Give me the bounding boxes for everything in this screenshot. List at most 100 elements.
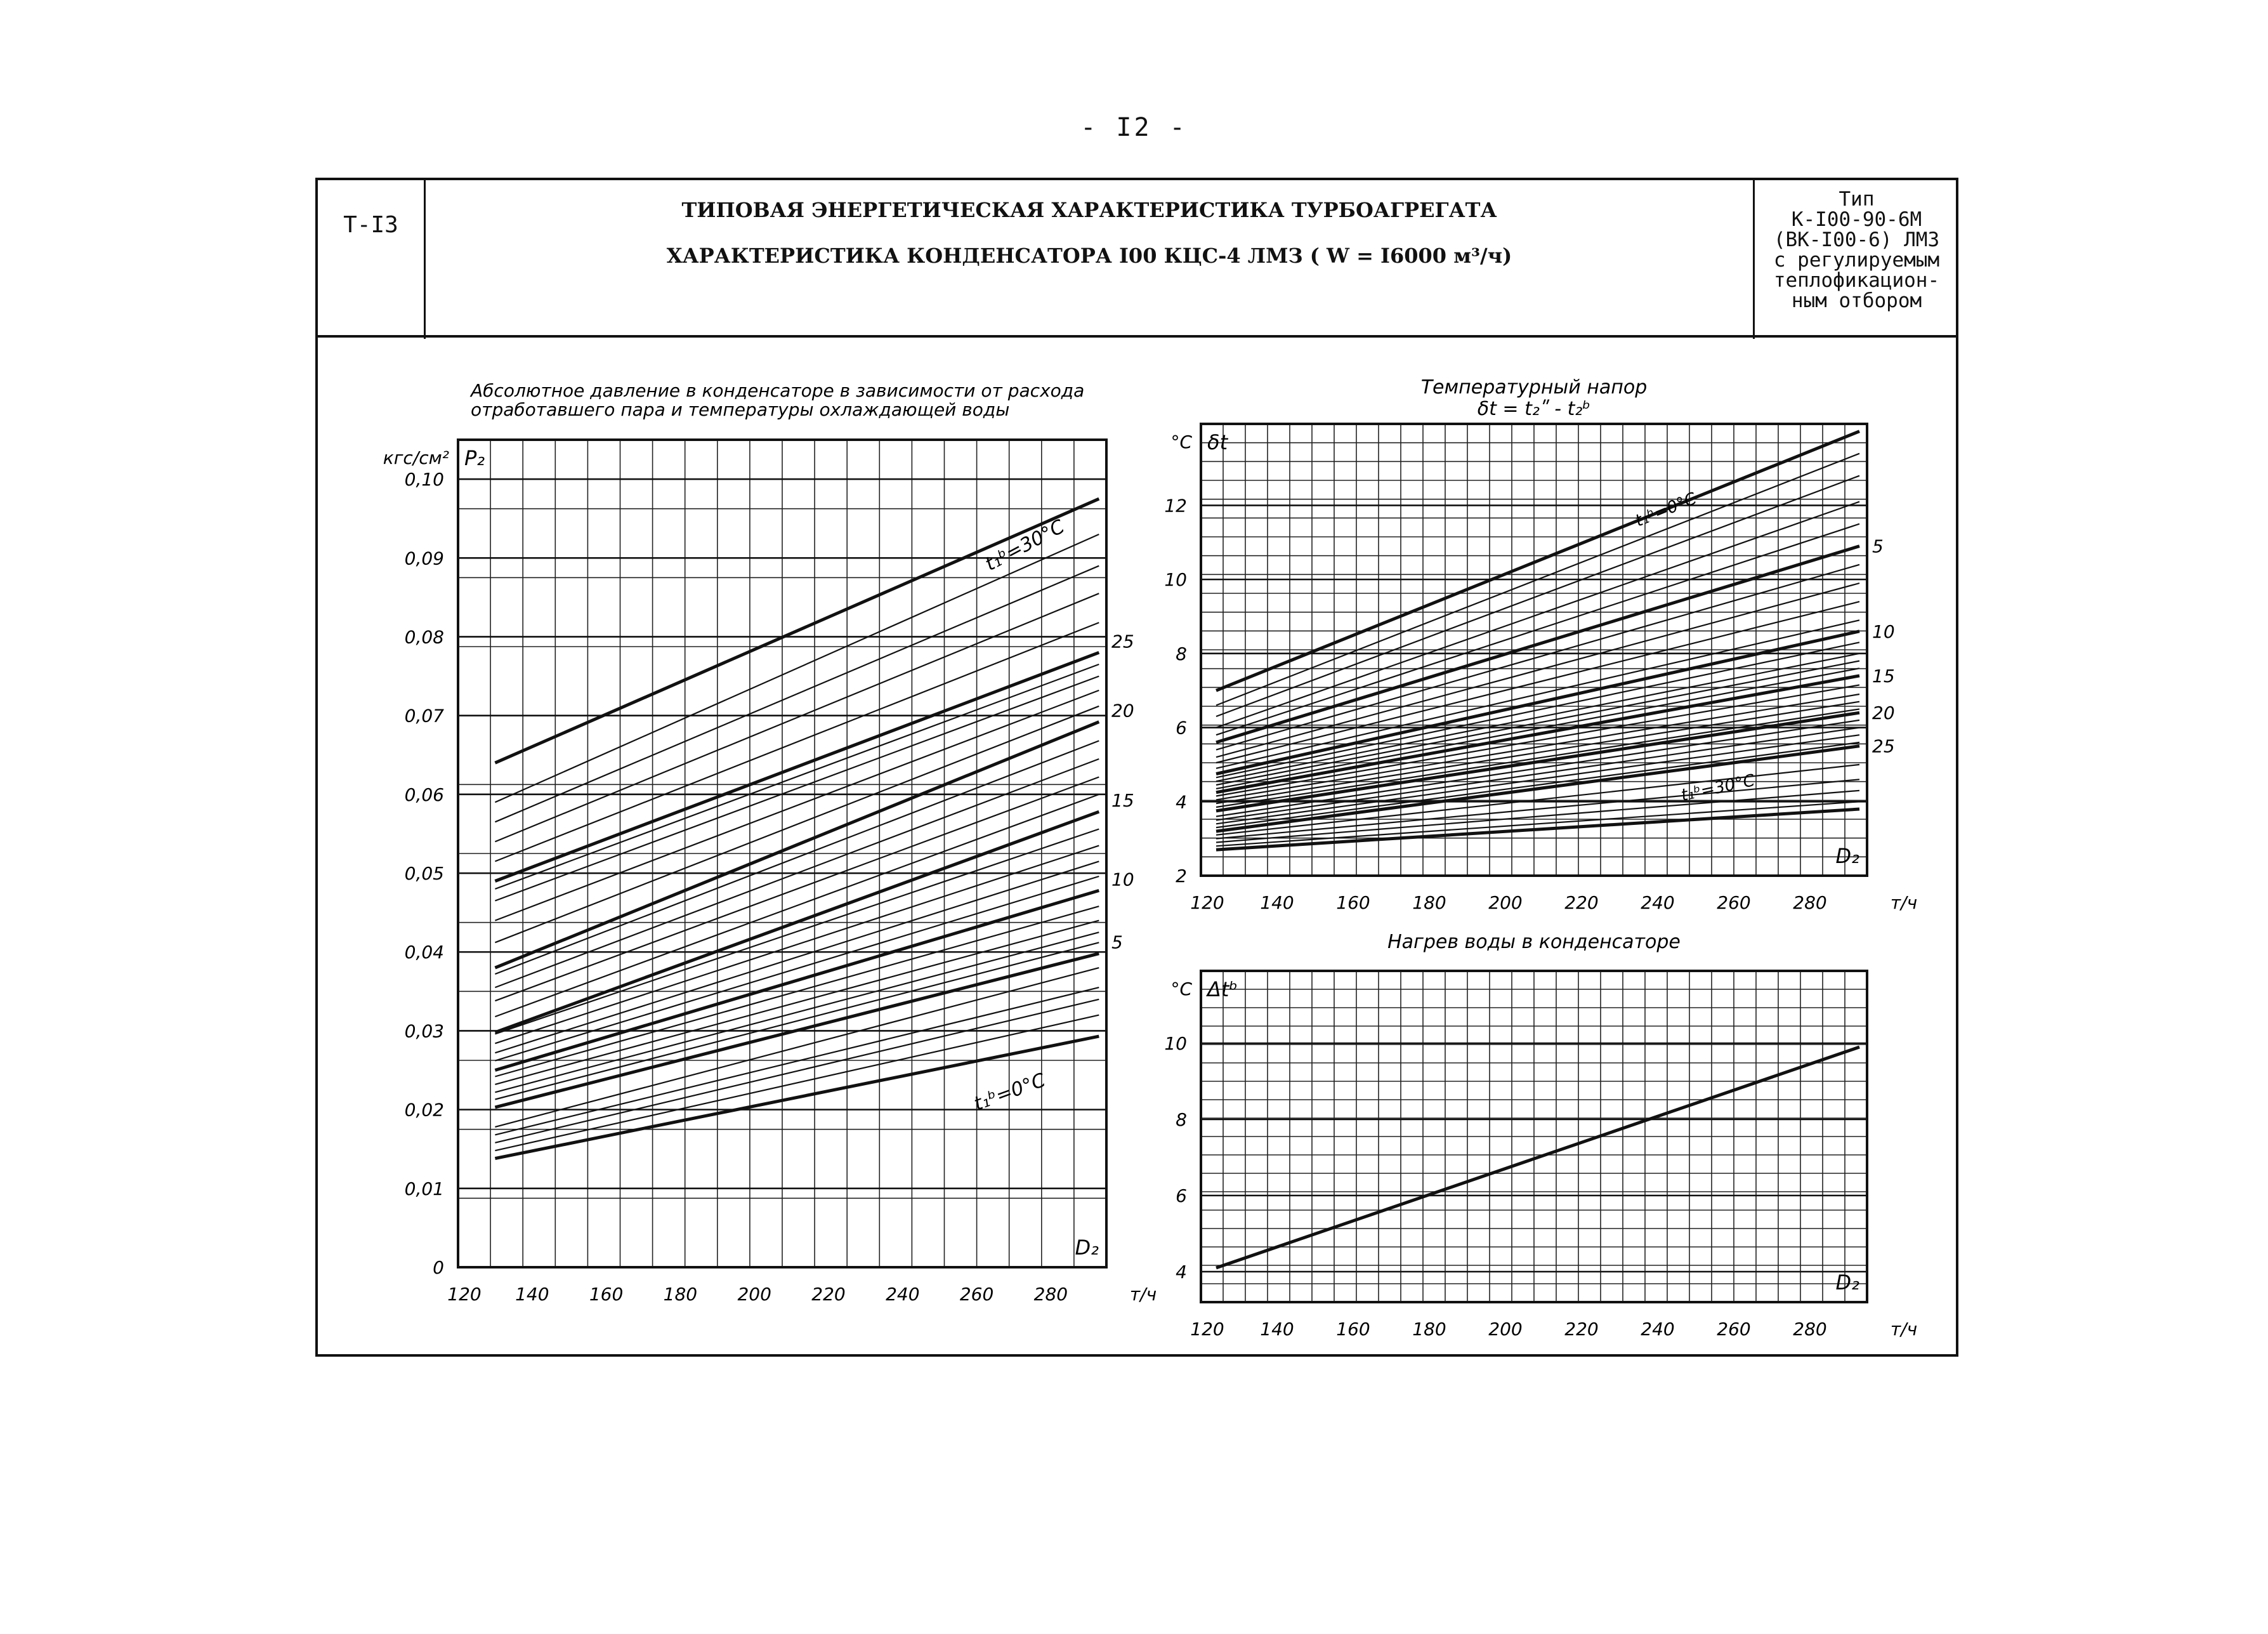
x-tick-label: 260 [960, 1284, 993, 1305]
series-line [494, 650, 1100, 883]
series-line [1216, 544, 1860, 744]
x-tick-label: 140 [1260, 1319, 1294, 1340]
series-line [495, 689, 1099, 921]
y-tick-label: 0,08 [405, 626, 444, 647]
x-unit-label: т/ч [1891, 892, 1917, 913]
y-axis-symbol: δt [1207, 430, 1229, 454]
series-line [494, 497, 1100, 765]
chart-title-line: отработавшего пара и температуры охлажда… [471, 399, 1009, 420]
plot-frame [457, 438, 1108, 1268]
title-line-1: ТИПОВАЯ ЭНЕРГЕТИЧЕСКАЯ ХАРАКТЕРИСТИКА ТУ… [681, 198, 1497, 222]
type-line: Тип [1839, 188, 1875, 211]
series-line [1216, 452, 1860, 706]
document-title: ТИПОВАЯ ЭНЕРГЕТИЧЕСКАЯ ХАРАКТЕРИСТИКА ТУ… [426, 180, 1755, 339]
series-line [495, 828, 1099, 1035]
x-tick-label: 220 [1564, 892, 1598, 913]
series-line [1216, 642, 1860, 779]
title-line-2: ХАРАКТЕРИСТИКА КОНДЕНСАТОРА I00 КЦС-4 ЛМ… [666, 244, 1512, 268]
x-tick-label: 220 [1564, 1319, 1598, 1340]
series-line [1216, 779, 1860, 840]
y-tick-label: 2 [1176, 866, 1187, 886]
y-tick-label: 0,07 [405, 706, 445, 727]
curve-label: 10 [1111, 869, 1134, 890]
curve-label: 15 [1872, 666, 1895, 687]
series-line [1216, 789, 1860, 843]
x-tick-label: 260 [1717, 892, 1750, 913]
series-line [495, 998, 1099, 1143]
x-tick-label: 240 [1641, 892, 1674, 913]
curve-label: 5 [1111, 932, 1123, 953]
curve-label: 20 [1111, 701, 1134, 721]
series-line [1216, 711, 1860, 813]
y-tick-label: 0,03 [405, 1020, 444, 1041]
type-line: с регулируемым [1773, 249, 1940, 272]
turbine-type-block: Тип К-I00-90-6М (ВК-I00-6) ЛМЗ с регулир… [1755, 180, 1958, 339]
series-line [494, 565, 1099, 823]
series-line [1216, 801, 1860, 847]
y-tick-label: 4 [1176, 791, 1187, 812]
chart-title: Температурный напор [1421, 376, 1648, 399]
x-tick-label: 120 [1190, 1319, 1224, 1340]
x-unit-label: т/ч [1891, 1319, 1917, 1340]
x-tick-label: 240 [1641, 1319, 1674, 1340]
series-line [495, 793, 1099, 1018]
y-tick-label: 6 [1176, 1185, 1187, 1206]
x-axis-symbol: D₂ [1836, 1270, 1860, 1295]
series-line [1216, 430, 1860, 692]
series-line [494, 720, 1100, 970]
page-number: - I2 - [1080, 113, 1188, 142]
series-line [495, 675, 1099, 902]
sheet-code: Т-I3 [318, 180, 426, 339]
y-tick-label: 0,01 [405, 1178, 444, 1199]
x-tick-label: 180 [1412, 1319, 1446, 1340]
curve-label: 25 [1872, 736, 1895, 757]
series-line [1216, 684, 1860, 797]
series-line [494, 810, 1100, 1034]
series-line [1216, 763, 1860, 836]
x-tick-label: 160 [589, 1284, 623, 1305]
x-tick-label: 280 [1793, 1319, 1826, 1340]
y-tick-label: 10 [1164, 569, 1187, 590]
x-tick-label: 180 [664, 1284, 697, 1305]
curve-label: 5 [1872, 536, 1884, 557]
x-tick-label: 200 [1488, 892, 1522, 913]
series-line [1216, 708, 1860, 808]
series-line [1216, 741, 1860, 829]
series-line [494, 889, 1100, 1072]
x-tick-label: 200 [737, 1284, 771, 1305]
y-tick-label: 6 [1176, 718, 1187, 739]
series-line [495, 987, 1099, 1136]
series-line [495, 758, 1099, 989]
y-tick-label: 8 [1176, 1109, 1187, 1130]
x-axis-symbol: D₂ [1075, 1235, 1099, 1260]
series-line [494, 705, 1099, 944]
x-tick-label: 220 [811, 1284, 845, 1305]
type-line: (ВК-I00-6) ЛМЗ [1773, 228, 1940, 251]
x-tick-label: 280 [1793, 892, 1826, 913]
series-line [1216, 501, 1860, 728]
series-line [1216, 701, 1860, 805]
y-axis-symbol: Δtᵇ [1205, 977, 1238, 1001]
x-tick-label: 140 [515, 1284, 549, 1305]
series-line [1216, 660, 1860, 786]
y-unit-label: кгс/см² [383, 447, 449, 468]
series-line [495, 906, 1099, 1077]
y-tick-label: 4 [1176, 1262, 1187, 1282]
x-tick-label: 120 [1190, 892, 1224, 913]
series-line [1216, 601, 1860, 764]
y-tick-label: 0,05 [405, 863, 444, 884]
series-line [1216, 744, 1860, 833]
series-line [495, 919, 1099, 1085]
y-unit-label: °C [1170, 978, 1192, 999]
y-tick-label: 8 [1176, 643, 1187, 664]
series-line [1216, 734, 1860, 825]
chart-title: Нагрев воды в конденсаторе [1387, 931, 1681, 953]
series-line [495, 860, 1099, 1054]
series-line [495, 1014, 1099, 1152]
series-line [495, 932, 1099, 1093]
series-line [495, 875, 1099, 1062]
plot-frame [1200, 423, 1868, 877]
x-tick-label: 160 [1336, 892, 1370, 913]
series-line [1216, 582, 1860, 758]
type-line: К-I00-90-6М [1791, 208, 1922, 231]
